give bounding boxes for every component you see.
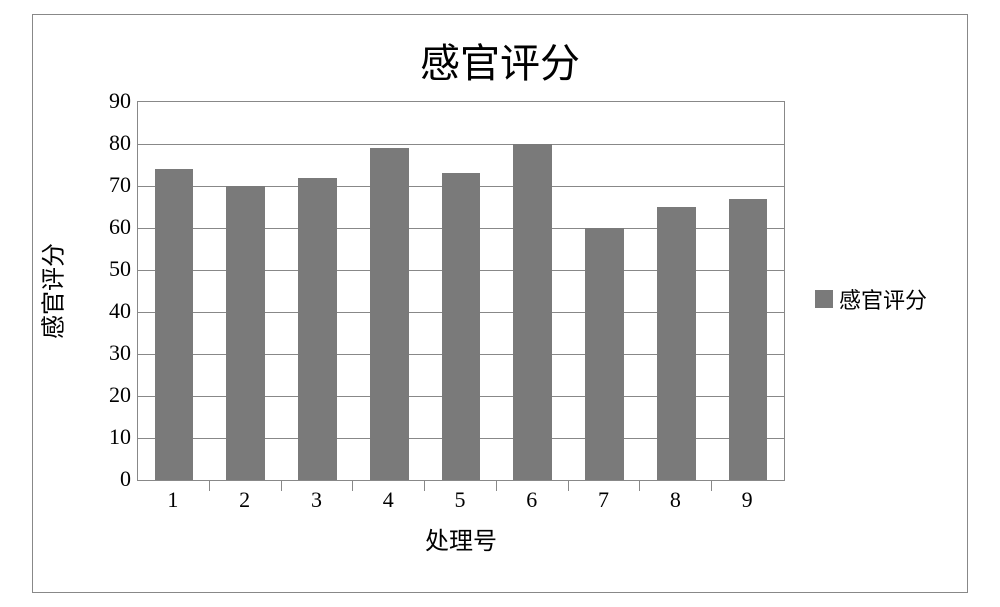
x-tick-label: 9	[732, 487, 762, 513]
legend: 感官评分	[815, 283, 927, 315]
bar	[513, 144, 552, 480]
bar	[298, 178, 337, 480]
x-tick-separator	[496, 481, 497, 491]
y-tick-label: 80	[95, 130, 131, 156]
y-tick-label: 50	[95, 256, 131, 282]
y-tick-label: 0	[95, 466, 131, 492]
y-tick-label: 20	[95, 382, 131, 408]
x-tick-label: 1	[158, 487, 188, 513]
x-tick-label: 6	[517, 487, 547, 513]
y-tick-label: 90	[95, 88, 131, 114]
bar	[729, 199, 768, 480]
chart-outer-frame: 感官评分 感官评分 处理号 感官评分 0 10 20 30 40 50 60 70 80 90 1 2…	[32, 14, 968, 593]
x-tick-separator	[352, 481, 353, 491]
x-tick-separator	[711, 481, 712, 491]
y-tick-label: 70	[95, 172, 131, 198]
x-tick-label: 4	[373, 487, 403, 513]
x-tick-label: 7	[589, 487, 619, 513]
x-tick-separator	[281, 481, 282, 491]
legend-label: 感官评分	[839, 283, 927, 315]
bar	[370, 148, 409, 480]
x-tick-label: 2	[230, 487, 260, 513]
x-axis-title: 处理号	[137, 521, 785, 556]
bar	[442, 173, 481, 480]
legend-swatch	[815, 290, 833, 308]
plot-area	[137, 101, 785, 481]
y-tick-label: 40	[95, 298, 131, 324]
x-tick-separator	[209, 481, 210, 491]
x-tick-label: 5	[445, 487, 475, 513]
bar	[585, 228, 624, 480]
y-tick-label: 30	[95, 340, 131, 366]
gridline	[138, 144, 784, 145]
x-tick-label: 8	[660, 487, 690, 513]
bar	[226, 186, 265, 480]
x-tick-separator	[639, 481, 640, 491]
x-tick-separator	[568, 481, 569, 491]
bar	[155, 169, 194, 480]
x-tick-separator	[424, 481, 425, 491]
x-tick-label: 3	[301, 487, 331, 513]
y-tick-label: 10	[95, 424, 131, 450]
y-axis-title: 感官评分	[34, 243, 69, 339]
bar	[657, 207, 696, 480]
chart-title: 感官评分	[33, 31, 967, 89]
y-tick-label: 60	[95, 214, 131, 240]
